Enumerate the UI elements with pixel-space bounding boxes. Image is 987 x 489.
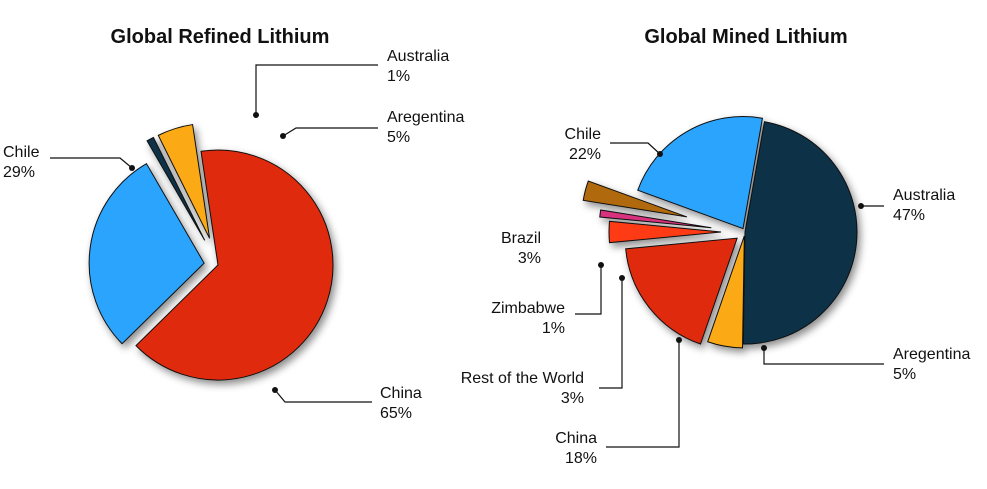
mined-slice-rest-of-the-world	[608, 220, 722, 244]
refined-leader-china	[274, 389, 372, 403]
mined-pie	[582, 116, 858, 349]
mined-slice-aregentina	[707, 235, 745, 349]
refined-value-label-aregentina: 5%	[387, 129, 410, 146]
mined-slice-zimbabwe	[599, 209, 712, 229]
refined-label-chile: Chile	[3, 144, 40, 161]
mined-leader-zimbabwe	[575, 265, 602, 315]
mined-label-zimbabwe: Zimbabwe	[491, 300, 565, 317]
mined-leader-dot-aregentina	[761, 345, 767, 351]
mined-leader-chile	[610, 142, 661, 155]
mined-label-chile: Chile	[565, 126, 602, 143]
mined-value-label-aregentina: 5%	[893, 366, 916, 383]
mined-chart-title: Global Mined Lithium	[644, 26, 847, 48]
mined-leader-dot-rest-of-the-world	[619, 275, 625, 281]
refined-value-label-china: 65%	[380, 405, 412, 422]
refined-value-label-chile: 29%	[3, 164, 35, 181]
refined-chart-title: Global Refined Lithium	[111, 26, 330, 48]
refined-label-australia: Australia	[387, 48, 449, 65]
mined-leader-rest-of-the-world	[599, 278, 623, 389]
refined-value-label-australia: 1%	[387, 68, 410, 85]
mined-slice-china	[625, 237, 738, 345]
mined-slice-brazil	[582, 180, 688, 218]
refined-pie	[88, 123, 334, 381]
refined-slice-australia	[146, 136, 206, 241]
mined-leader-dot-china	[676, 337, 682, 343]
refined-leader-aregentina	[282, 127, 378, 137]
mined-value-label-australia: 47%	[893, 207, 925, 224]
refined-leader-chile	[50, 157, 133, 169]
refined-leader-dot-australia	[253, 112, 259, 118]
refined-leader-dot-china	[272, 387, 278, 393]
mined-value-label-zimbabwe: 1%	[542, 320, 565, 337]
mined-label-brazil: Brazil	[501, 230, 541, 247]
mined-leader-dot-australia	[858, 203, 864, 209]
mined-leader-dot-chile	[657, 151, 663, 157]
mined-slice-australia	[742, 121, 858, 345]
mined-slice-chile	[637, 116, 764, 230]
mined-value-label-china: 18%	[565, 450, 597, 467]
refined-leader-dot-chile	[129, 165, 135, 171]
mined-value-label-brazil: 3%	[518, 250, 541, 267]
mined-label-aregentina: Aregentina	[893, 346, 970, 363]
mined-label-china: China	[555, 430, 597, 447]
refined-leader-australia	[255, 64, 378, 115]
refined-label-china: China	[380, 385, 422, 402]
mined-value-label-rest-of-the-world: 3%	[561, 390, 584, 407]
refined-label-aregentina: Aregentina	[387, 109, 464, 126]
mined-leader-china	[606, 340, 680, 448]
refined-slice-aregentina	[157, 123, 211, 239]
mined-value-label-chile: 22%	[569, 146, 601, 163]
mined-label-rest-of-the-world: Rest of the World	[461, 370, 584, 387]
refined-slice-chile	[88, 162, 205, 345]
mined-label-australia: Australia	[893, 187, 955, 204]
refined-leader-dot-aregentina	[280, 133, 286, 139]
mined-leader-dot-zimbabwe	[598, 262, 604, 268]
refined-slice-china	[135, 149, 334, 381]
mined-leader-aregentina	[763, 348, 884, 365]
